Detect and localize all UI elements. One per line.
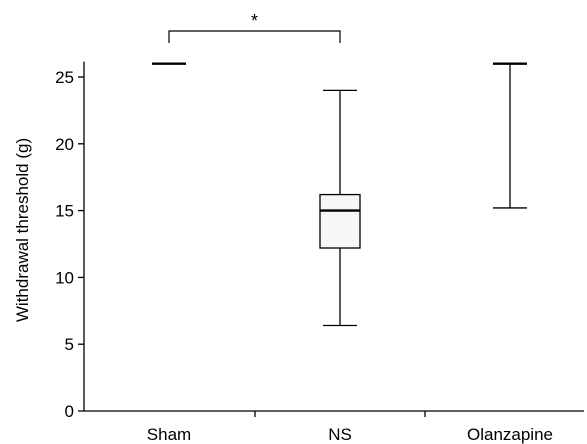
- y-tick-label: 5: [65, 335, 74, 354]
- x-tick-label: Sham: [147, 425, 191, 444]
- y-axis: 0 5 10 15 20 25: [55, 61, 85, 421]
- y-axis-title: Withdrawal threshold (g): [13, 138, 32, 322]
- significance-bracket: [168, 30, 341, 43]
- box-series: [152, 62, 527, 327]
- y-tick-label: 15: [55, 202, 74, 221]
- box-ns: [319, 89, 361, 327]
- significance-annotations: *: [168, 11, 341, 43]
- interquartile-box: [319, 193, 361, 249]
- significance-label: *: [251, 11, 258, 31]
- y-tick-label: 10: [55, 268, 74, 287]
- x-axis: Sham NS Olanzapine: [84, 410, 584, 444]
- box-olanzapine: [493, 62, 527, 209]
- y-tick-label: 25: [55, 68, 74, 87]
- y-tick-label: 0: [65, 402, 74, 421]
- x-tick-label: NS: [328, 425, 352, 444]
- y-tick-label: 20: [55, 135, 74, 154]
- x-tick-label: Olanzapine: [467, 425, 553, 444]
